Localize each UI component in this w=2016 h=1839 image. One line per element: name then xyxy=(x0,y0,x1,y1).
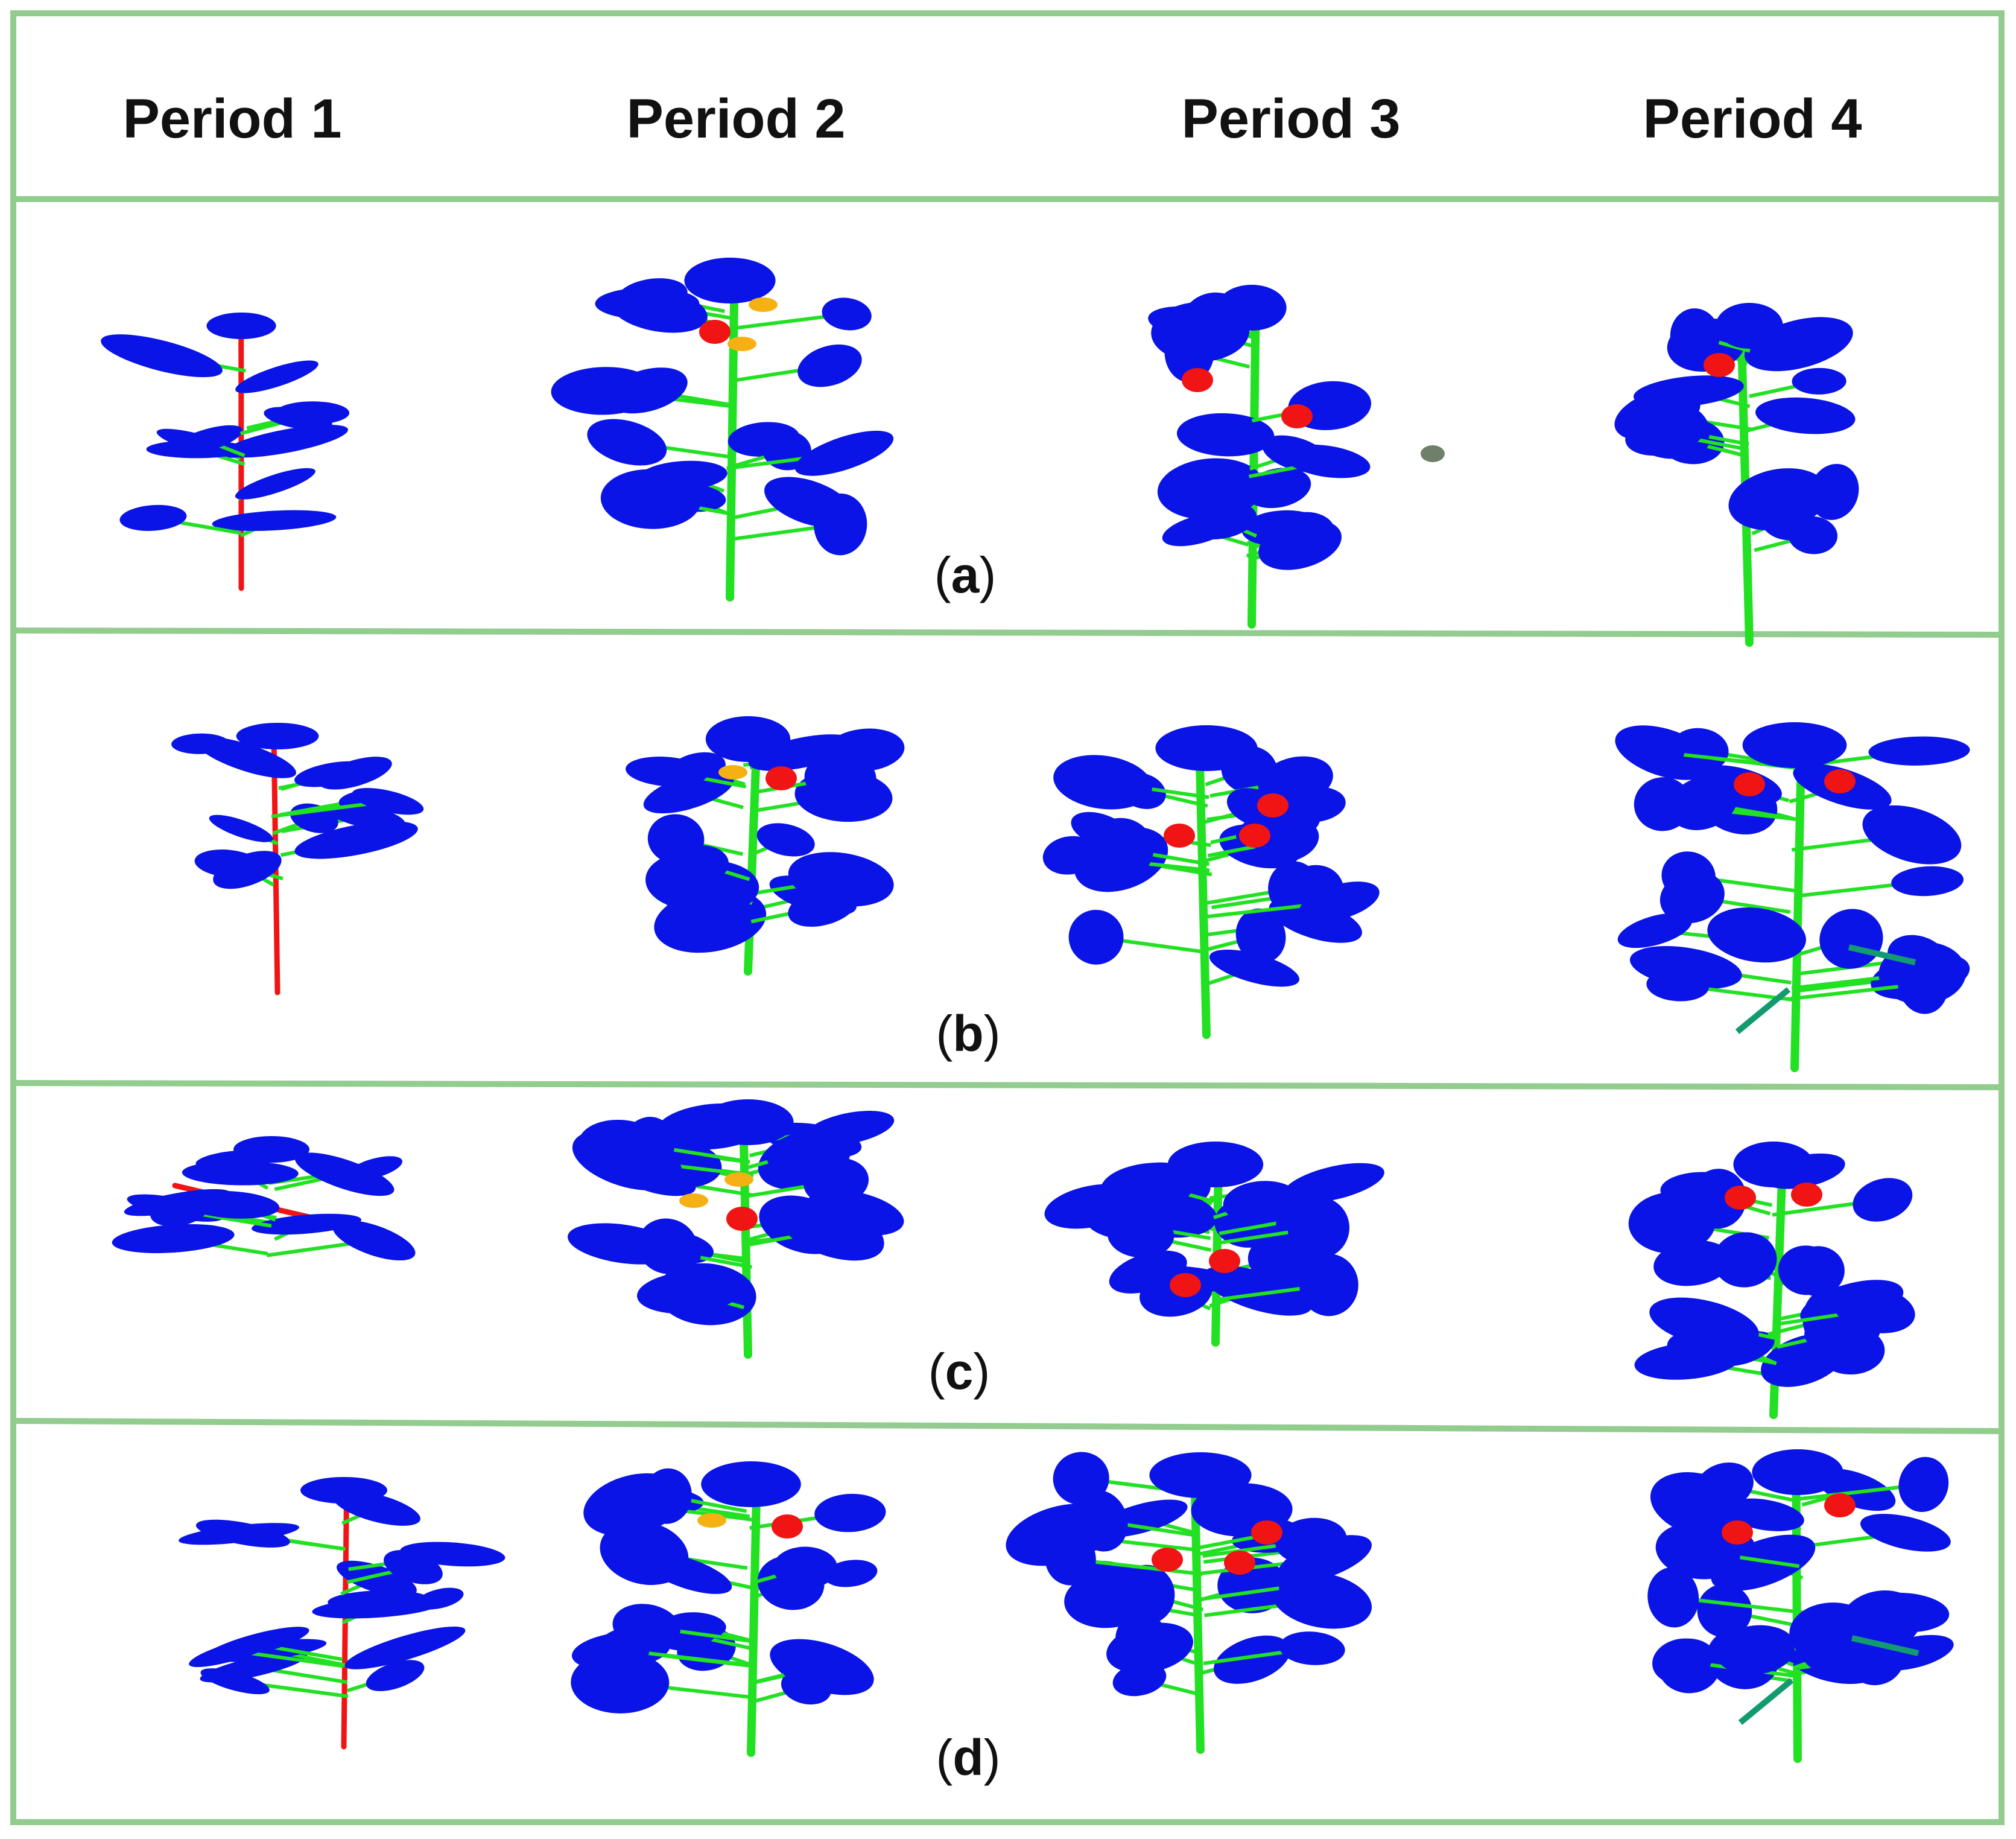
panel-label-b: (b) xyxy=(936,1005,1001,1062)
plant-11 xyxy=(1044,1142,1384,1347)
grid-frame xyxy=(10,10,2005,1825)
header-period-3: Period 3 xyxy=(1181,88,1401,150)
plant-6 xyxy=(626,716,905,976)
plant-4 xyxy=(1614,303,1859,647)
plant-10 xyxy=(568,1099,904,1359)
panel-label-c: (c) xyxy=(928,1343,991,1400)
panel-label-d: (d) xyxy=(936,1729,1001,1786)
plant-14 xyxy=(571,1461,886,1757)
panel-label-a: (a) xyxy=(934,547,997,603)
plant-point-clouds xyxy=(101,258,1970,1763)
plant-16 xyxy=(1647,1449,1954,1763)
plant-5 xyxy=(171,723,424,996)
header-period-2: Period 2 xyxy=(626,88,846,150)
plant-1 xyxy=(101,313,350,591)
header-period-4: Period 4 xyxy=(1643,88,1862,150)
plant-2 xyxy=(551,258,894,602)
plant-8 xyxy=(1615,722,1970,1072)
stray-leaf-artifact xyxy=(1421,445,1445,462)
plant-9 xyxy=(112,1136,416,1261)
plant-3 xyxy=(1148,285,1372,629)
plant-15 xyxy=(1006,1452,1372,1754)
plant-7 xyxy=(1042,725,1380,1039)
plant-13 xyxy=(179,1477,506,1750)
header-period-1: Period 1 xyxy=(122,88,342,150)
plant-12 xyxy=(1628,1142,1915,1419)
